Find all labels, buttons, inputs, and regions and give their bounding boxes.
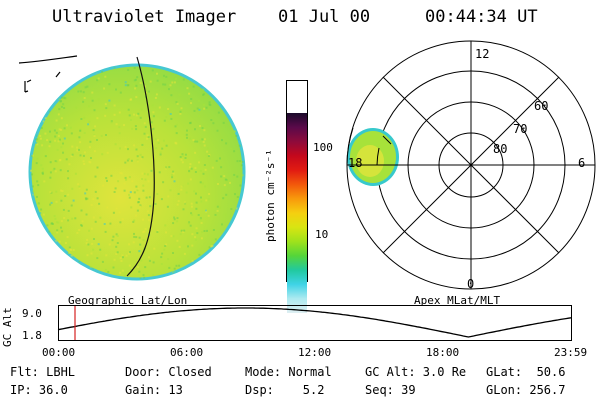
gain-info: Gain: 13 (125, 383, 183, 397)
mlt-label-0: 0 (467, 277, 474, 291)
dsp-info: Dsp: 5.2 (245, 383, 325, 397)
altitude-ylabel: GC Alt (1, 307, 14, 347)
time-tick-0000: 00:00 (42, 346, 76, 359)
mlt-label-6: 6 (578, 156, 585, 170)
colorbar-tick-10: 10 (315, 228, 329, 241)
altitude-curve (57, 307, 572, 338)
colorbar-unit: photon cm⁻²s⁻¹ (264, 149, 277, 242)
time-tick-2359: 23:59 (554, 346, 588, 359)
time-tick-1800: 18:00 (426, 346, 460, 359)
mlt-label-12: 12 (475, 47, 489, 61)
altitude-ytick-9: 9.0 (22, 307, 42, 320)
mlt-label-18: 18 (348, 156, 362, 170)
coastline-tick (55, 71, 61, 78)
polar-plot: 12 0 18 6 60 70 80 (346, 40, 596, 291)
altitude-ytick-1.8: 1.8 (22, 329, 42, 342)
observation-time: 00:44:34 UT (425, 7, 538, 27)
gc-alt-info: GC Alt: 3.0 Re (365, 365, 467, 379)
time-tick-1200: 12:00 (298, 346, 332, 359)
glat-info: GLat: 50.6 (486, 365, 566, 379)
altitude-plot (57, 305, 572, 341)
ip-info: IP: 36.0 (10, 383, 68, 397)
colorbar-tick-100: 100 (313, 141, 333, 154)
altitude-plot-frame (58, 305, 572, 341)
instrument-title: Ultraviolet Imager (52, 7, 237, 27)
meridian-line (126, 56, 155, 277)
mode-info: Mode: Normal (245, 365, 332, 379)
seq-info: Seq: 39 (365, 383, 416, 397)
mlat-label-80: 80 (493, 142, 507, 156)
mlat-label-60: 60 (534, 99, 548, 113)
coastline-fragment-2 (24, 79, 32, 93)
coastline-fragment (18, 55, 78, 64)
glon-info: GLon: 256.7 (486, 383, 566, 397)
geo-caption: Geographic Lat/Lon (68, 294, 188, 307)
polar-diagonal-2 (382, 76, 560, 254)
colorbar (286, 80, 308, 313)
time-tick-0600: 06:00 (170, 346, 204, 359)
polar-aurora (346, 127, 399, 186)
mlat-label-70: 70 (513, 122, 527, 136)
filter-info: Flt: LBHL (10, 365, 76, 379)
polar-caption: Apex MLat/MLT (414, 294, 501, 307)
geographic-image (18, 55, 246, 281)
door-info: Door: Closed (125, 365, 212, 379)
observation-date: 01 Jul 00 (278, 7, 371, 27)
